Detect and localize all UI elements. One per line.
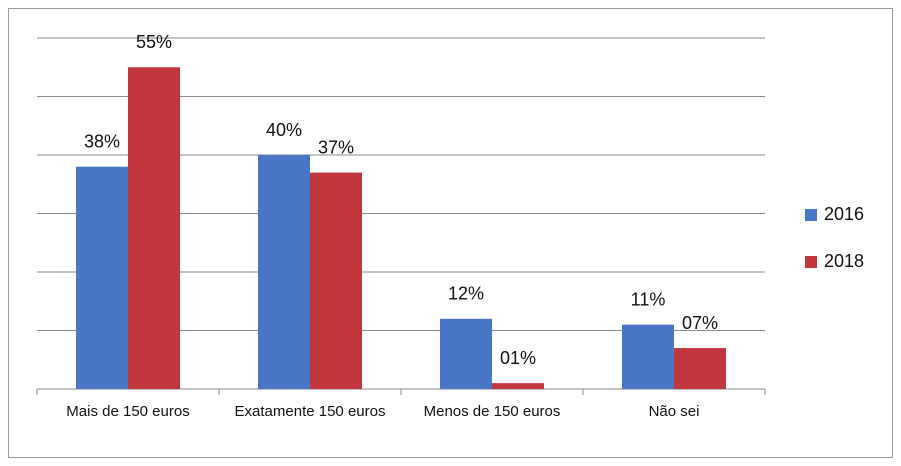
data-label: 55% [136,32,172,52]
bar [492,383,544,389]
bar [76,166,128,389]
data-label: 40% [266,120,302,140]
x-tick-label: Exatamente 150 euros [234,403,386,420]
data-label: 01% [500,348,536,368]
x-tick-label: Não sei [648,403,700,420]
legend-label: 2018 [824,251,864,271]
x-tick-label: Menos de 150 euros [423,403,561,420]
legend-swatch [805,256,817,268]
legend-swatch [805,209,817,221]
legend-label: 2016 [824,204,864,224]
bar [128,67,180,389]
bar [674,348,726,389]
x-tick-label: Mais de 150 euros [66,403,190,420]
data-label: 12% [448,284,484,304]
data-label: 11% [631,289,666,309]
data-label: 07% [682,313,718,333]
data-label: 38% [84,131,120,151]
bar [310,172,362,389]
data-label: 37% [318,137,354,157]
bar [440,318,492,389]
bar [622,324,674,389]
bar [258,155,310,389]
